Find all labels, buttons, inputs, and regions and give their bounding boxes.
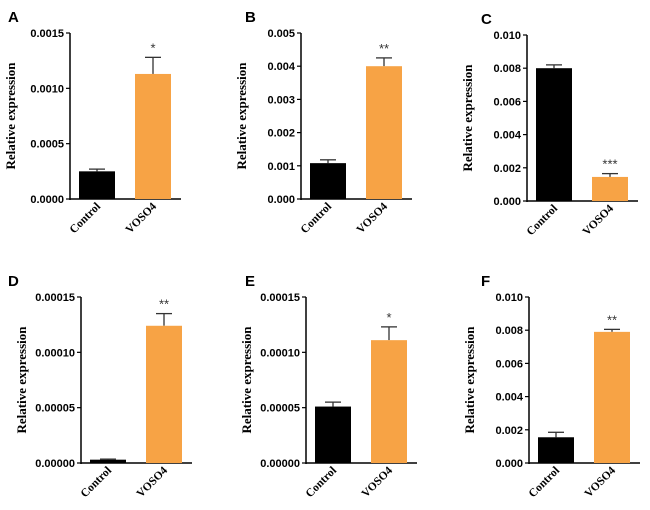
y-tick-label: 0.00005: [35, 403, 75, 415]
bar-voso4: [135, 73, 171, 199]
y-tick-label: 0.00005: [260, 403, 300, 415]
bar-voso4: [592, 176, 628, 201]
x-tick-label-control: Control: [525, 203, 560, 238]
y-tick-label: 0.00010: [260, 347, 300, 359]
y-tick-label: 0.0015: [30, 28, 64, 40]
significance-marker: *: [150, 40, 155, 55]
y-tick-label: 0.006: [495, 358, 523, 370]
x-tick-label-control: Control: [79, 465, 114, 500]
y-axis-title: Relative expression: [462, 326, 477, 434]
bar-control: [79, 171, 115, 199]
panel-letter-c: C: [481, 11, 492, 28]
y-tick-label: 0.008: [493, 63, 521, 75]
y-axis-title: Relative expression: [234, 62, 249, 170]
y-tick-label: 0.002: [493, 163, 521, 175]
y-tick-label: 0.002: [495, 425, 523, 437]
y-tick-label: 0.006: [493, 96, 521, 108]
significance-marker: ***: [602, 157, 617, 172]
y-axis-title: Relative expression: [239, 326, 254, 434]
y-tick-label: 0.004: [267, 61, 295, 73]
y-tick-label: 0.003: [267, 94, 295, 106]
y-tick-label: 0.005: [267, 28, 295, 40]
x-tick-label-voso4: VOSO4: [124, 200, 160, 236]
panel-letter-a: A: [8, 9, 19, 26]
bar-control: [536, 68, 572, 201]
x-tick-label-voso4: VOSO4: [135, 464, 171, 500]
x-tick-label-voso4: VOSO4: [583, 464, 619, 500]
y-tick-label: 0.004: [493, 130, 521, 142]
y-tick-label: 0.000: [495, 458, 523, 470]
panel-letter-f: F: [481, 273, 490, 290]
panel-letter-e: E: [245, 273, 255, 290]
y-tick-label: 0.0000: [30, 194, 64, 206]
y-tick-label: 0.002: [267, 128, 295, 140]
bar-voso4: [371, 340, 407, 463]
bar-control: [538, 437, 574, 463]
y-tick-label: 0.00015: [35, 292, 75, 304]
bar-control: [315, 406, 351, 463]
x-tick-label-control: Control: [304, 465, 339, 500]
y-axis-title: Relative expression: [14, 326, 29, 434]
bar-voso4: [594, 331, 630, 463]
y-tick-label: 0.004: [495, 392, 523, 404]
y-tick-label: 0.000: [493, 196, 521, 208]
y-tick-label: 0.010: [495, 292, 523, 304]
x-tick-label-control: Control: [527, 465, 562, 500]
y-axis-title: Relative expression: [460, 64, 475, 172]
significance-marker: **: [379, 41, 389, 56]
x-tick-label-control: Control: [299, 201, 334, 236]
panel-e: E 0.00000 0.00005 0.00010 0.00015 Relative ex…: [239, 273, 417, 500]
panel-b: B 0.000 0.001 0.002 0.003 0.004 0.005 Relative …: [234, 9, 412, 236]
panel-c: C 0.000 0.002 0.004 0.006 0.008 0.010 Relative …: [460, 11, 638, 238]
y-tick-label: 0.008: [495, 325, 523, 337]
y-tick-label: 0.001: [267, 161, 295, 173]
y-tick-label: 0.0010: [30, 83, 64, 95]
y-tick-label: 0.000: [267, 194, 295, 206]
y-tick-label: 0.00000: [260, 458, 300, 470]
panel-d: D 0.00000 0.00005 0.00010 0.00015 Relative ex…: [8, 273, 192, 500]
bar-control: [310, 163, 346, 199]
bar-voso4: [146, 325, 182, 463]
panel-letter-b: B: [245, 9, 256, 26]
panel-f: F 0.000 0.002 0.004 0.006 0.008 0.010 Relative …: [462, 273, 640, 500]
x-tick-label-voso4: VOSO4: [360, 464, 396, 500]
y-tick-label: 0.010: [493, 30, 521, 42]
y-tick-label: 0.00015: [260, 292, 300, 304]
x-tick-label-voso4: VOSO4: [355, 200, 391, 236]
y-axis-title: Relative expression: [3, 62, 18, 170]
significance-marker: **: [607, 312, 617, 327]
x-tick-label-control: Control: [68, 201, 103, 236]
y-tick-label: 0.00000: [35, 458, 75, 470]
significance-marker: **: [159, 297, 169, 312]
y-tick-label: 0.00010: [35, 347, 75, 359]
y-tick-label: 0.0005: [30, 139, 64, 151]
bar-voso4: [366, 66, 402, 199]
bar-control: [90, 459, 126, 463]
panel-letter-d: D: [8, 273, 19, 290]
significance-marker: *: [386, 310, 391, 325]
x-tick-label-voso4: VOSO4: [581, 202, 617, 238]
panel-a: A 0.0000 0.0005 0.0010 0.0015 Relative expres…: [3, 9, 181, 236]
